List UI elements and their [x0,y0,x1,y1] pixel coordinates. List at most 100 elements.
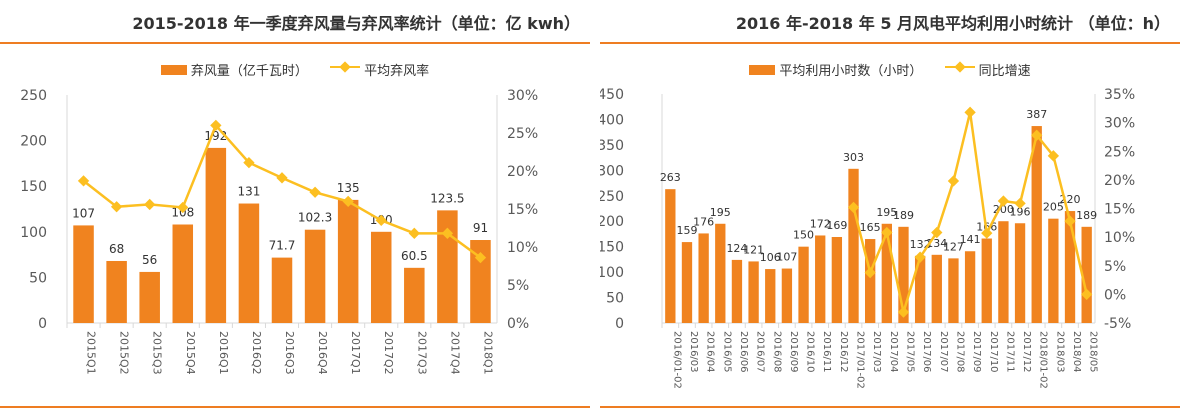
bar [998,221,1009,323]
line-point [309,186,321,198]
x-tick-label: 2017/10 [988,331,999,373]
y-tick-label: 400 [600,112,624,128]
x-tick-label: 2017/05 [904,331,915,373]
x-tick-label: 2017Q3 [415,331,428,375]
bar-data-label: 141 [960,233,981,246]
title-divider [600,42,1180,44]
x-tick-label: 2018/04 [1071,331,1082,373]
legend: 弃风量（亿千瓦时） 平均弃风率 [0,60,590,79]
y-tick-label: 450 [600,87,624,103]
x-tick-label: 2017/07 [938,331,949,373]
bar [470,240,491,323]
bar [865,239,876,323]
bar [681,242,693,323]
line-point [964,106,976,118]
line-point [864,266,876,279]
bar [898,226,909,323]
utilization-chart-panel: 2016 年-2018 年 5 月风电平均利用小时统计 （单位：h） 平均利用小… [600,0,1180,409]
y2-tick-label: 30% [1104,116,1135,132]
line-point [408,227,420,239]
y2-tick-label: 10% [507,240,538,256]
line-point [897,306,910,318]
x-tick-label: 2018/03 [1054,331,1065,373]
x-tick-label: 2016/08 [771,331,782,373]
x-tick-label: 2017Q2 [382,331,395,375]
y-tick-label: 50 [29,270,47,286]
bar [205,147,227,323]
bar-data-label: 176 [693,215,714,228]
bar [665,189,676,323]
y2-tick-label: 25% [507,126,538,142]
bar [172,224,194,323]
bar [931,254,942,323]
y-tick-label: 200 [600,214,624,230]
line-point [375,214,387,227]
line-point [177,201,189,214]
x-tick-label: 2018/01-02 [1038,331,1049,389]
line-point [1014,197,1026,210]
bar-data-label: 71.7 [269,239,296,253]
y-tick-label: 150 [600,240,624,256]
bar-data-label: 123.5 [430,191,464,205]
x-tick-label: 2016/07 [755,331,766,373]
bar-data-label: 102.3 [298,211,332,225]
legend-line-label: 平均弃风率 [364,64,430,79]
line-point [1064,215,1076,227]
legend-bar-swatch [160,64,187,75]
y2-tick-label: 20% [1104,173,1135,189]
bottom-divider [0,406,590,408]
line-point [981,227,993,239]
x-tick-label: 2015Q4 [184,331,197,375]
x-tick-label: 2016/10 [805,331,816,373]
y2-tick-label: 15% [1104,202,1135,218]
bar-data-label: 56 [142,253,157,267]
legend-line-swatch [944,61,975,73]
x-tick-label: 2015Q1 [85,331,98,375]
bar-data-label: 124 [726,242,747,255]
legend-bar-swatch [749,64,776,75]
bar [715,223,726,323]
legend-line-swatch [330,61,361,73]
chart-plot: 0 50 100 150 200 250 0% 5% 10% 15% 20% 25% 30% 107 201… [20,88,538,375]
y-tick-label: 350 [600,138,624,154]
x-tick-label: 2016Q2 [250,331,263,375]
title-divider [0,42,590,44]
curtailment-chart-panel: 2015-2018 年一季度弃风量与弃风率统计（单位：亿 kwh） 弃风量（亿千… [0,14,590,408]
bar-data-label: 189 [893,209,914,222]
bar-data-label: 169 [826,219,847,232]
x-tick-label: 2016/11 [821,331,832,373]
x-tick-label: 2016/09 [788,331,799,373]
bar [304,229,326,323]
y-tick-label: 0 [38,316,47,332]
x-tick-label: 2017/04 [888,331,899,373]
line-point [276,172,288,184]
y2-tick-label: 30% [507,88,538,104]
bar-data-label: 60.5 [401,249,428,263]
bar [848,168,859,323]
x-tick-label: 2017/03 [871,331,882,373]
x-tick-label: 2017/09 [971,331,982,373]
line-point [441,227,454,239]
bar [337,199,359,323]
y-tick-label: 0 [615,316,624,332]
bar [914,255,926,323]
line-point [1031,129,1043,141]
bar-data-label: 263 [660,171,681,184]
bar [238,203,260,323]
x-tick-label: 2017Q4 [448,331,461,375]
legend-bar-label: 平均利用小时数（小时） [779,64,923,79]
bar-data-label: 68 [109,242,124,256]
bar [139,271,160,323]
bar [1064,211,1076,323]
bar-data-label: 127 [943,240,964,253]
bottom-divider [600,406,1180,408]
line-point [997,195,1010,207]
bar-data-label: 165 [860,221,881,234]
bar [765,269,776,323]
x-tick-label: 2016/06 [738,331,749,373]
line-point [947,175,960,187]
x-tick-label: 2017/08 [954,331,965,373]
x-tick-label: 2017/11 [1004,331,1015,373]
y2-tick-label: -5% [1104,316,1131,332]
y2-tick-label: 20% [507,164,538,180]
